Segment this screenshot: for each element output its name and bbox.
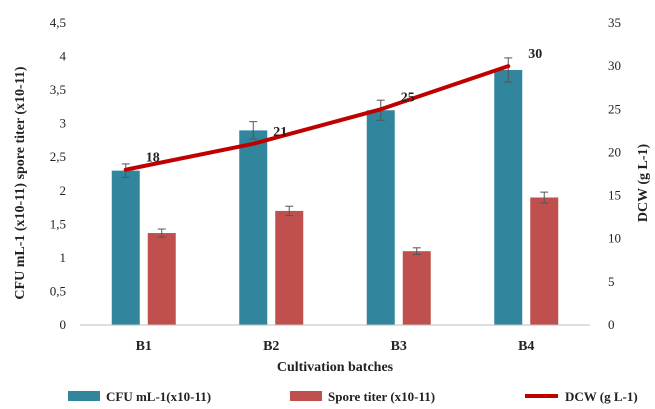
left-tick-label: 3,5 <box>50 82 66 97</box>
left-tick-label: 0,5 <box>50 283 66 298</box>
bar-spore-B3 <box>402 251 431 325</box>
dcw-data-label-B3: 25 <box>401 90 415 105</box>
category-label-B2: B2 <box>263 339 279 354</box>
left-tick-label: 1 <box>60 250 67 265</box>
legend-swatch-spore <box>290 391 322 401</box>
right-tick-label: 35 <box>608 15 621 30</box>
right-tick-label: 25 <box>608 101 621 116</box>
dcw-data-label-B2: 21 <box>273 125 287 140</box>
legend: CFU mL-1(x10-11) Spore titer (x10-11) DC… <box>68 389 638 404</box>
bar-cfu-B2 <box>239 130 268 325</box>
right-tick-label: 20 <box>608 144 621 159</box>
right-tick-label: 15 <box>608 188 621 203</box>
category-label-B1: B1 <box>136 339 152 354</box>
right-tick-label: 5 <box>608 274 615 289</box>
left-tick-label: 2,5 <box>50 149 66 164</box>
x-axis-title: Cultivation batches <box>277 360 394 375</box>
left-y-axis-title: CFU mL-1 (x10-11) spore titer (x10-11) <box>13 66 28 299</box>
left-tick-label: 3 <box>60 116 67 131</box>
right-y-axis: 0 5 10 15 20 25 30 35 <box>608 15 621 332</box>
legend-swatch-cfu <box>68 391 100 401</box>
bar-cfu-B1 <box>111 170 140 325</box>
legend-label-dcw: DCW (g L-1) <box>565 389 638 404</box>
dcw-line-group: 18 21 25 30 <box>123 47 542 172</box>
left-tick-label: 0 <box>60 317 67 332</box>
bar-cfu-B3 <box>366 110 395 325</box>
category-label-B4: B4 <box>518 339 534 354</box>
left-tick-label: 4 <box>60 49 67 64</box>
legend-label-spore: Spore titer (x10-11) <box>328 389 435 404</box>
left-tick-label: 2 <box>60 183 67 198</box>
dcw-data-label-B4: 30 <box>528 47 542 62</box>
right-tick-label: 30 <box>608 58 621 73</box>
category-label-B3: B3 <box>391 339 407 354</box>
dcw-data-label-B1: 18 <box>146 151 160 166</box>
dcw-line <box>123 64 511 172</box>
bar-spore-B4 <box>530 197 559 325</box>
legend-label-cfu: CFU mL-1(x10-11) <box>106 389 211 404</box>
bar-spore-B1 <box>147 233 176 325</box>
left-tick-label: 1,5 <box>50 216 66 231</box>
left-tick-label: 4,5 <box>50 15 66 30</box>
right-y-axis-title: DCW (g L-1) <box>636 144 651 223</box>
right-tick-label: 0 <box>608 317 615 332</box>
category-labels: B1 B2 B3 B4 <box>136 339 535 354</box>
right-tick-label: 10 <box>608 231 621 246</box>
bars <box>111 69 559 325</box>
bar-spore-B2 <box>275 210 304 325</box>
bar-cfu-B4 <box>494 69 523 325</box>
left-y-axis: 0 0,5 1 1,5 2 2,5 3 3,5 4 4,5 <box>50 15 67 332</box>
